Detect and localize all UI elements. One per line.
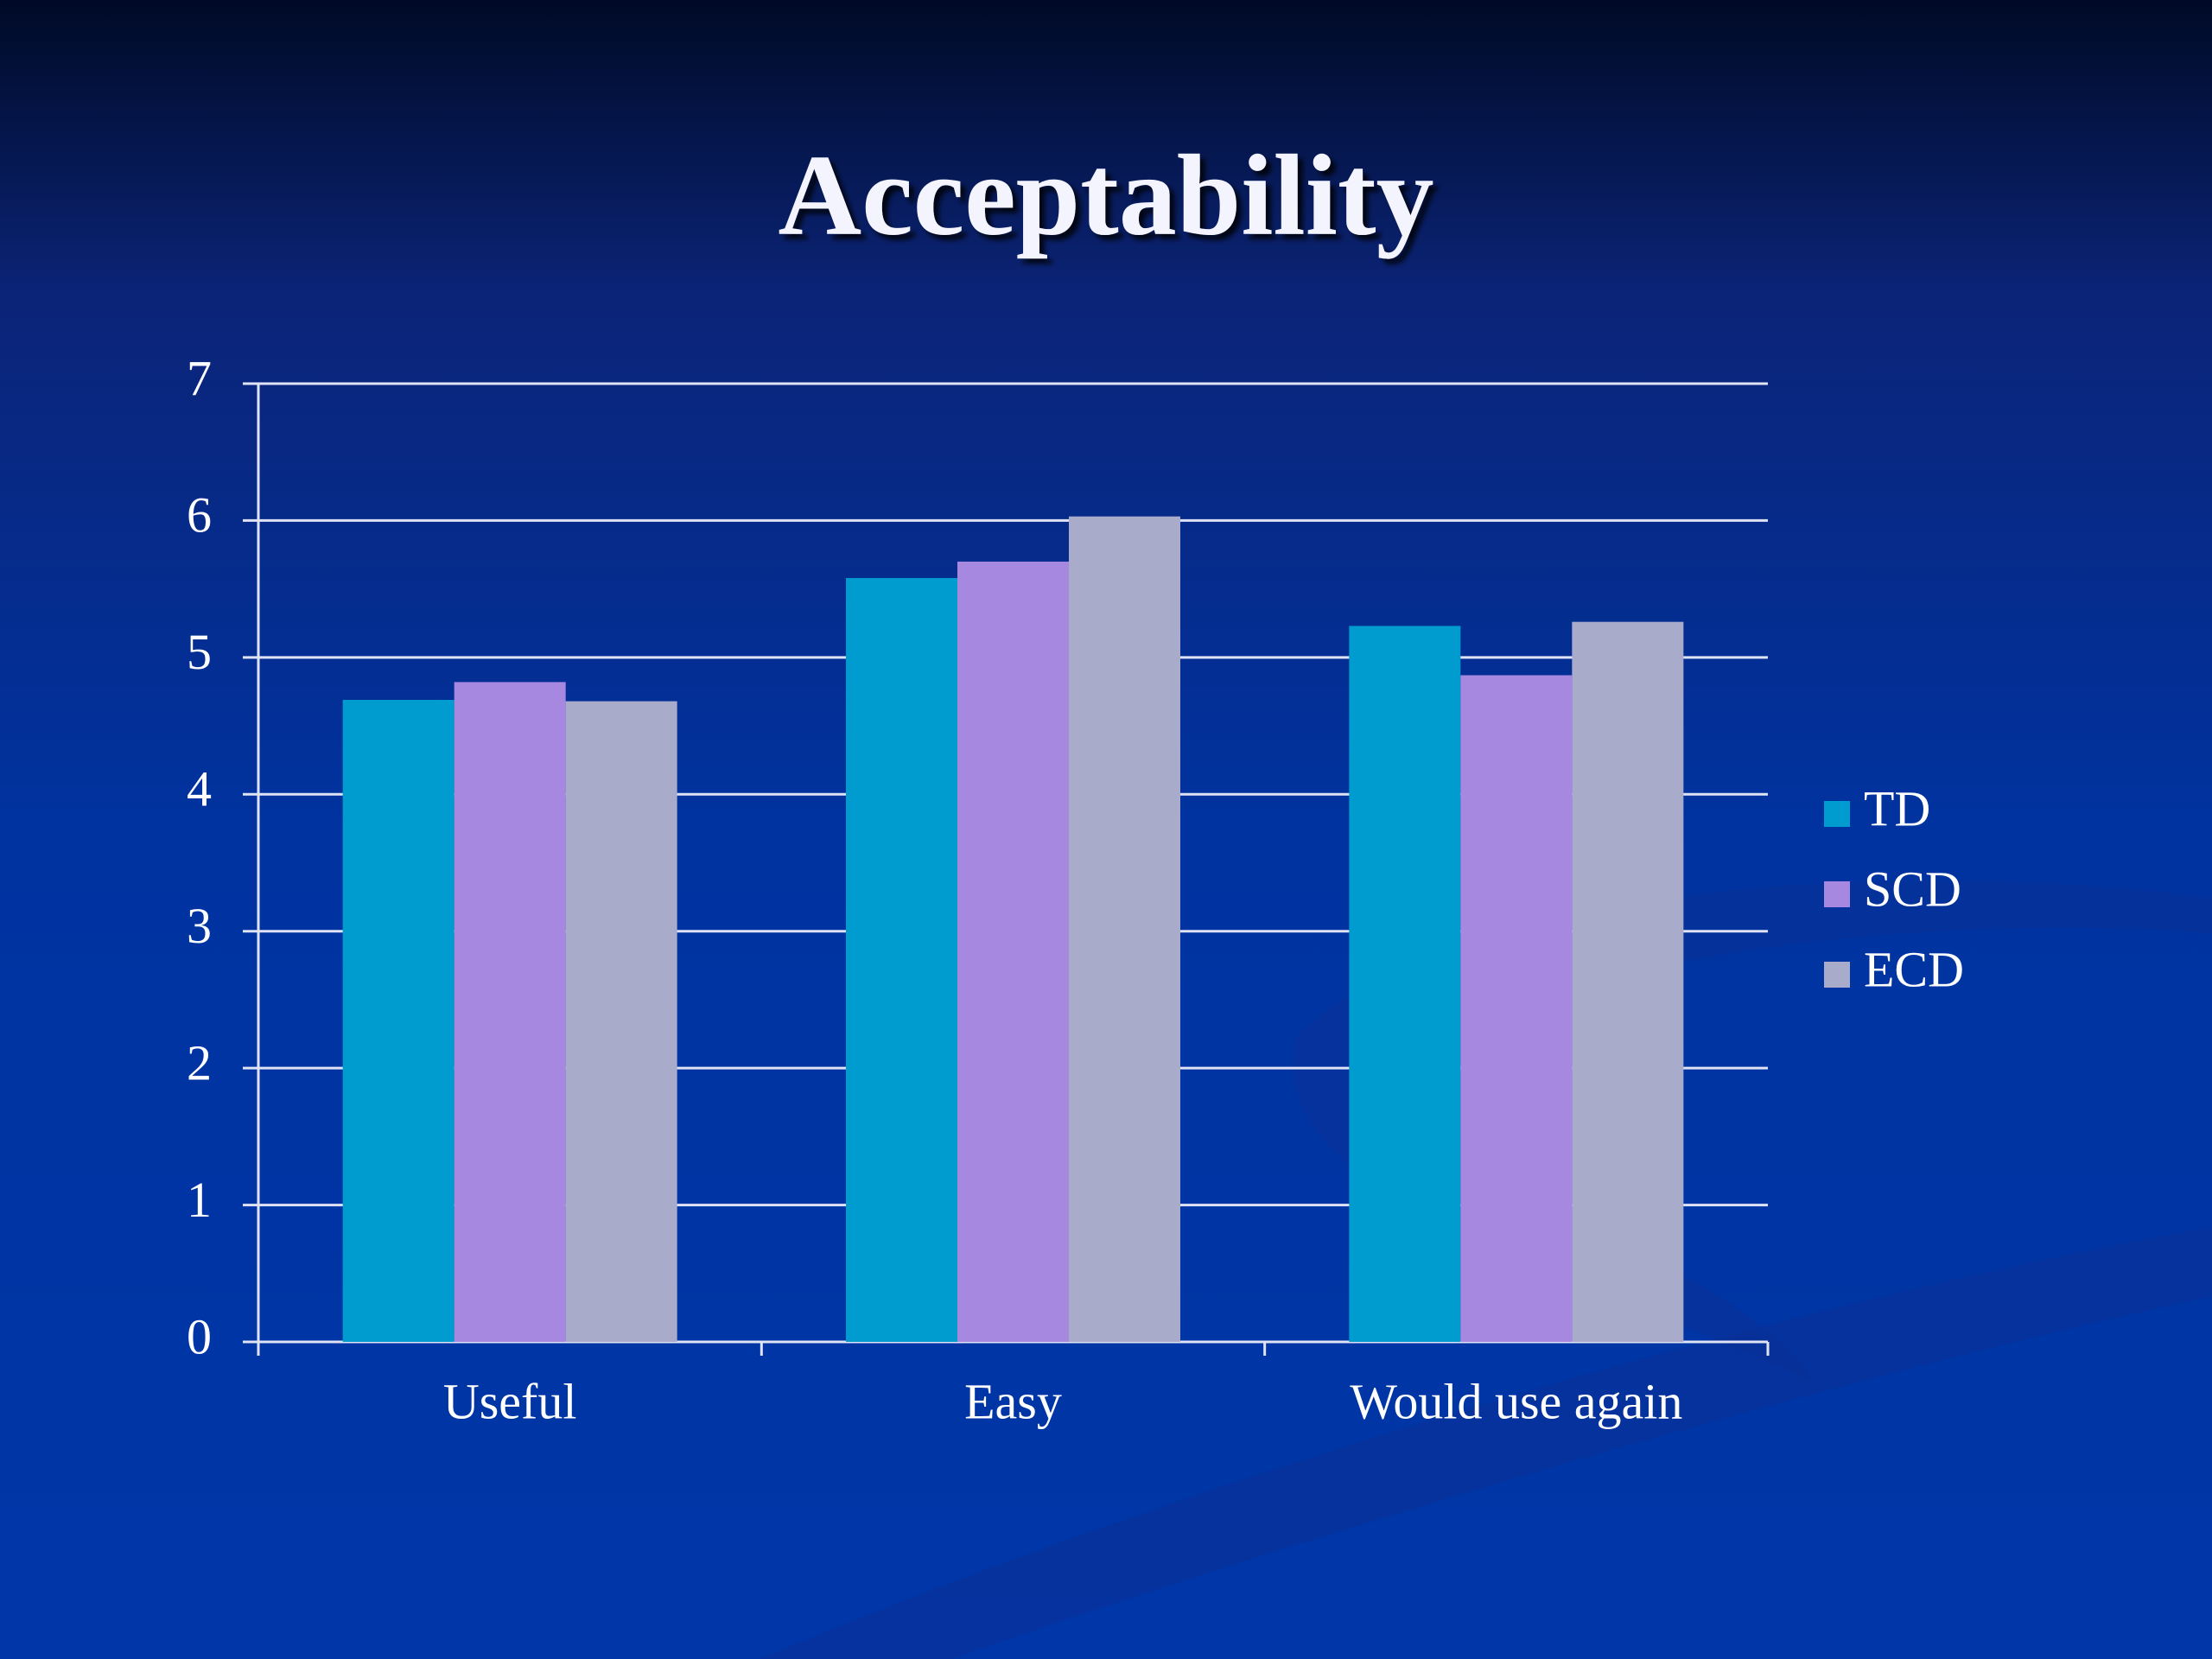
- bar: [1572, 621, 1684, 1342]
- y-tick-label: 0: [187, 1308, 212, 1364]
- legend-swatch: [1824, 801, 1850, 827]
- x-tick-label: Would use again: [1350, 1373, 1682, 1429]
- legend-label: TD: [1864, 780, 1930, 836]
- y-tick-label: 1: [187, 1172, 212, 1228]
- bar: [1069, 516, 1180, 1342]
- chart-title: Acceptability: [778, 131, 1433, 259]
- legend-swatch: [1824, 962, 1850, 988]
- y-tick-label: 3: [187, 898, 212, 954]
- bar: [846, 577, 957, 1342]
- legend-swatch: [1824, 881, 1850, 907]
- bar: [1460, 675, 1573, 1342]
- bar: [1349, 626, 1461, 1342]
- legend-label: ECD: [1864, 941, 1964, 997]
- decor-swirl: [760, 1227, 2212, 1659]
- bar: [957, 561, 1069, 1342]
- plot: 0 1 2 3 4 5 6 7 Useful Easy Would use again TD SCD EC…: [187, 350, 1964, 1429]
- y-tick-label: 4: [187, 761, 212, 817]
- y-tick-label: 7: [187, 350, 212, 406]
- y-tick-label: 5: [187, 624, 212, 680]
- y-tick-label: 2: [187, 1034, 212, 1090]
- bar: [454, 682, 566, 1342]
- legend-label: SCD: [1864, 861, 1961, 917]
- y-tick-label: 6: [187, 487, 212, 543]
- x-tick-label: Easy: [964, 1373, 1062, 1429]
- x-tick-label: Useful: [443, 1373, 577, 1429]
- bar: [342, 699, 454, 1342]
- bar: [565, 701, 677, 1342]
